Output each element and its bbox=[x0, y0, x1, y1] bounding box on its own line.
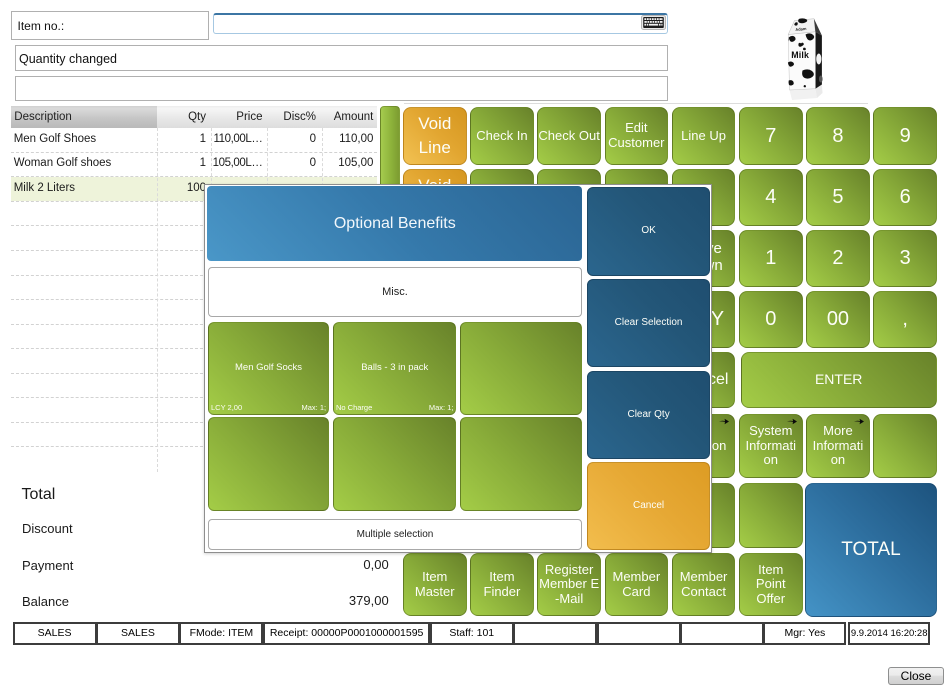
svg-text:Milk: Milk bbox=[791, 50, 809, 60]
svg-text:Adam: Adam bbox=[795, 26, 807, 32]
